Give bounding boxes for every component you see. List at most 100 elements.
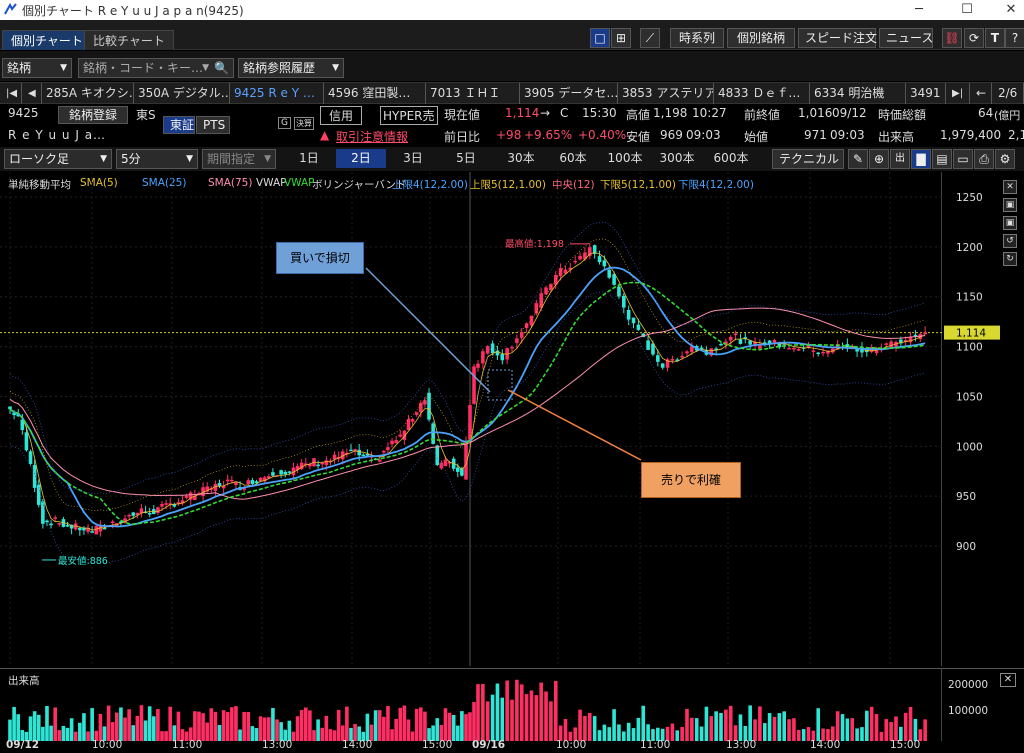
- volume-tick: 100000: [948, 705, 989, 717]
- close-volume-icon[interactable]: ✕: [1000, 673, 1016, 687]
- candle-body: [324, 460, 329, 465]
- legend-item: 上限4(12,2.00): [392, 179, 468, 191]
- prev-icon[interactable]: ◀: [24, 83, 42, 104]
- news-button[interactable]: ニュース: [879, 28, 933, 48]
- volume-bar: [49, 725, 53, 741]
- gear-icon[interactable]: ⚙: [995, 149, 1015, 169]
- kobetsu-meigara-button[interactable]: 個別銘柄: [727, 28, 795, 48]
- interval-select[interactable]: 5分 ▼: [116, 149, 198, 169]
- period-30[interactable]: 30本: [507, 151, 535, 165]
- stock-tab[interactable]: 3853 アステリア: [618, 83, 714, 104]
- jikeiretsu-button[interactable]: 時系列: [670, 28, 724, 48]
- annotation-sell-profit[interactable]: 売りで利確: [641, 462, 741, 498]
- volume-bar: [806, 727, 811, 741]
- close-overlay-icon[interactable]: ✕: [1003, 180, 1017, 194]
- speed-order-button[interactable]: スピード注文: [798, 28, 877, 48]
- candle-body: [460, 468, 464, 476]
- volume-bar: [889, 722, 893, 741]
- symbol-search-input[interactable]: 銘柄・コード・キー… ▼ 🔍: [78, 58, 234, 78]
- maximize-button[interactable]: ☐: [961, 2, 973, 17]
- candle-body: [16, 413, 21, 417]
- g-badge: G: [278, 117, 291, 129]
- bar-chart-icon[interactable]: ▇: [911, 149, 931, 169]
- stock-tab[interactable]: 3905 データセ…: [520, 83, 618, 104]
- draw-line-icon[interactable]: ⟋: [640, 28, 660, 48]
- pts-button[interactable]: PTS: [196, 116, 230, 134]
- next-icon[interactable]: ▶|: [948, 83, 970, 104]
- stock-tab[interactable]: 4833 Ｄｅｆ…: [714, 83, 810, 104]
- lock-icon[interactable]: ▣: [1003, 216, 1017, 230]
- stock-tab[interactable]: 4596 窪田製…: [324, 83, 426, 104]
- candle-body: [685, 351, 689, 354]
- document-icon[interactable]: ▤: [932, 149, 952, 169]
- annotation-buy-stop[interactable]: 買いで損切: [276, 242, 364, 274]
- zoom-icon[interactable]: ⊕: [869, 149, 889, 169]
- candle-body: [447, 462, 452, 464]
- volume-toggle-icon[interactable]: 出: [890, 149, 910, 169]
- minimize-button[interactable]: ─: [915, 2, 923, 17]
- period-100[interactable]: 100本: [607, 151, 643, 165]
- candle-body: [592, 245, 597, 254]
- period-select[interactable]: 期間指定 ▼: [202, 149, 276, 169]
- current-price-badge: [944, 325, 1000, 340]
- help-icon[interactable]: ?: [1005, 28, 1024, 48]
- grid-layout-icon[interactable]: ⊞: [611, 28, 631, 48]
- period-300[interactable]: 300本: [659, 151, 695, 165]
- pen-icon[interactable]: ✎: [848, 149, 868, 169]
- undo-icon[interactable]: ↺: [1003, 234, 1017, 248]
- meigara-label: 銘柄: [7, 61, 32, 75]
- kessan-badge[interactable]: 決算: [294, 117, 314, 130]
- volume-bar: [160, 731, 164, 741]
- candle-body: [660, 363, 665, 368]
- folder-icon[interactable]: ▭: [953, 149, 973, 169]
- period-5d[interactable]: 5日: [456, 151, 476, 165]
- lock-icon[interactable]: ▣: [1003, 198, 1017, 212]
- stock-tab-active[interactable]: 9425 R e Y …: [230, 83, 324, 104]
- tab-kobetsu-chart[interactable]: 個別チャート: [2, 30, 92, 50]
- x-tick-label: 09/16: [472, 739, 506, 751]
- volume-bar: [365, 713, 370, 741]
- candle-body: [316, 464, 320, 467]
- link-icon[interactable]: ⛓: [942, 28, 962, 48]
- volume-bar: [221, 710, 226, 741]
- volume-bar: [209, 708, 214, 741]
- search-icon[interactable]: 🔍: [214, 61, 229, 75]
- candle-body: [860, 347, 864, 353]
- period-1d[interactable]: 1日: [299, 151, 319, 165]
- volume-bar: [217, 724, 222, 741]
- register-button[interactable]: 銘柄登録: [58, 106, 128, 124]
- refresh-icon[interactable]: ⟳: [964, 28, 984, 48]
- hajime-value: 971: [804, 128, 827, 142]
- candle-body: [28, 451, 33, 464]
- volume-bar: [131, 725, 136, 741]
- volume-bar: [312, 730, 316, 741]
- stock-tab[interactable]: 285A キオクシ…: [42, 83, 134, 104]
- first-page-icon[interactable]: |◀: [2, 83, 22, 104]
- candle-body: [180, 500, 185, 504]
- period-2d[interactable]: 2日: [336, 149, 386, 168]
- caution-link[interactable]: 取引注意情報: [336, 130, 409, 144]
- meigara-select[interactable]: 銘柄 ▼: [2, 58, 72, 78]
- period-600[interactable]: 600本: [713, 151, 749, 165]
- candle-body: [481, 351, 485, 364]
- tab-hikaku-chart[interactable]: 比較チャート: [84, 30, 174, 50]
- stock-tab[interactable]: 3491: [906, 83, 946, 104]
- stock-tab[interactable]: 6334 明治機: [810, 83, 906, 104]
- volume-bar: [328, 729, 333, 741]
- print-icon[interactable]: ⎙: [974, 149, 994, 169]
- history-select[interactable]: 銘柄参照履歴 ▼: [238, 58, 344, 78]
- period-60[interactable]: 60本: [559, 151, 587, 165]
- period-3d[interactable]: 3日: [403, 151, 423, 165]
- chart-type-select[interactable]: ローソク足 ▼: [4, 149, 112, 169]
- volume-bar: [510, 699, 514, 741]
- back-icon[interactable]: ←: [972, 83, 992, 104]
- technical-button[interactable]: テクニカル: [772, 149, 844, 169]
- close-button[interactable]: ✕: [1005, 2, 1017, 17]
- tosho-button[interactable]: 東証: [163, 116, 195, 134]
- text-icon[interactable]: T: [985, 28, 1005, 48]
- stock-tab[interactable]: 7013 ＩＨＩ: [426, 83, 520, 104]
- candlestick-chart[interactable]: 1250 1200 1150 1100 1050 1000 950 900 1,114 最高値:1…: [0, 172, 1024, 666]
- redo-icon[interactable]: ↻: [1003, 252, 1017, 266]
- single-layout-icon[interactable]: □: [590, 28, 610, 48]
- stock-tab[interactable]: 350A デジタル…: [134, 83, 230, 104]
